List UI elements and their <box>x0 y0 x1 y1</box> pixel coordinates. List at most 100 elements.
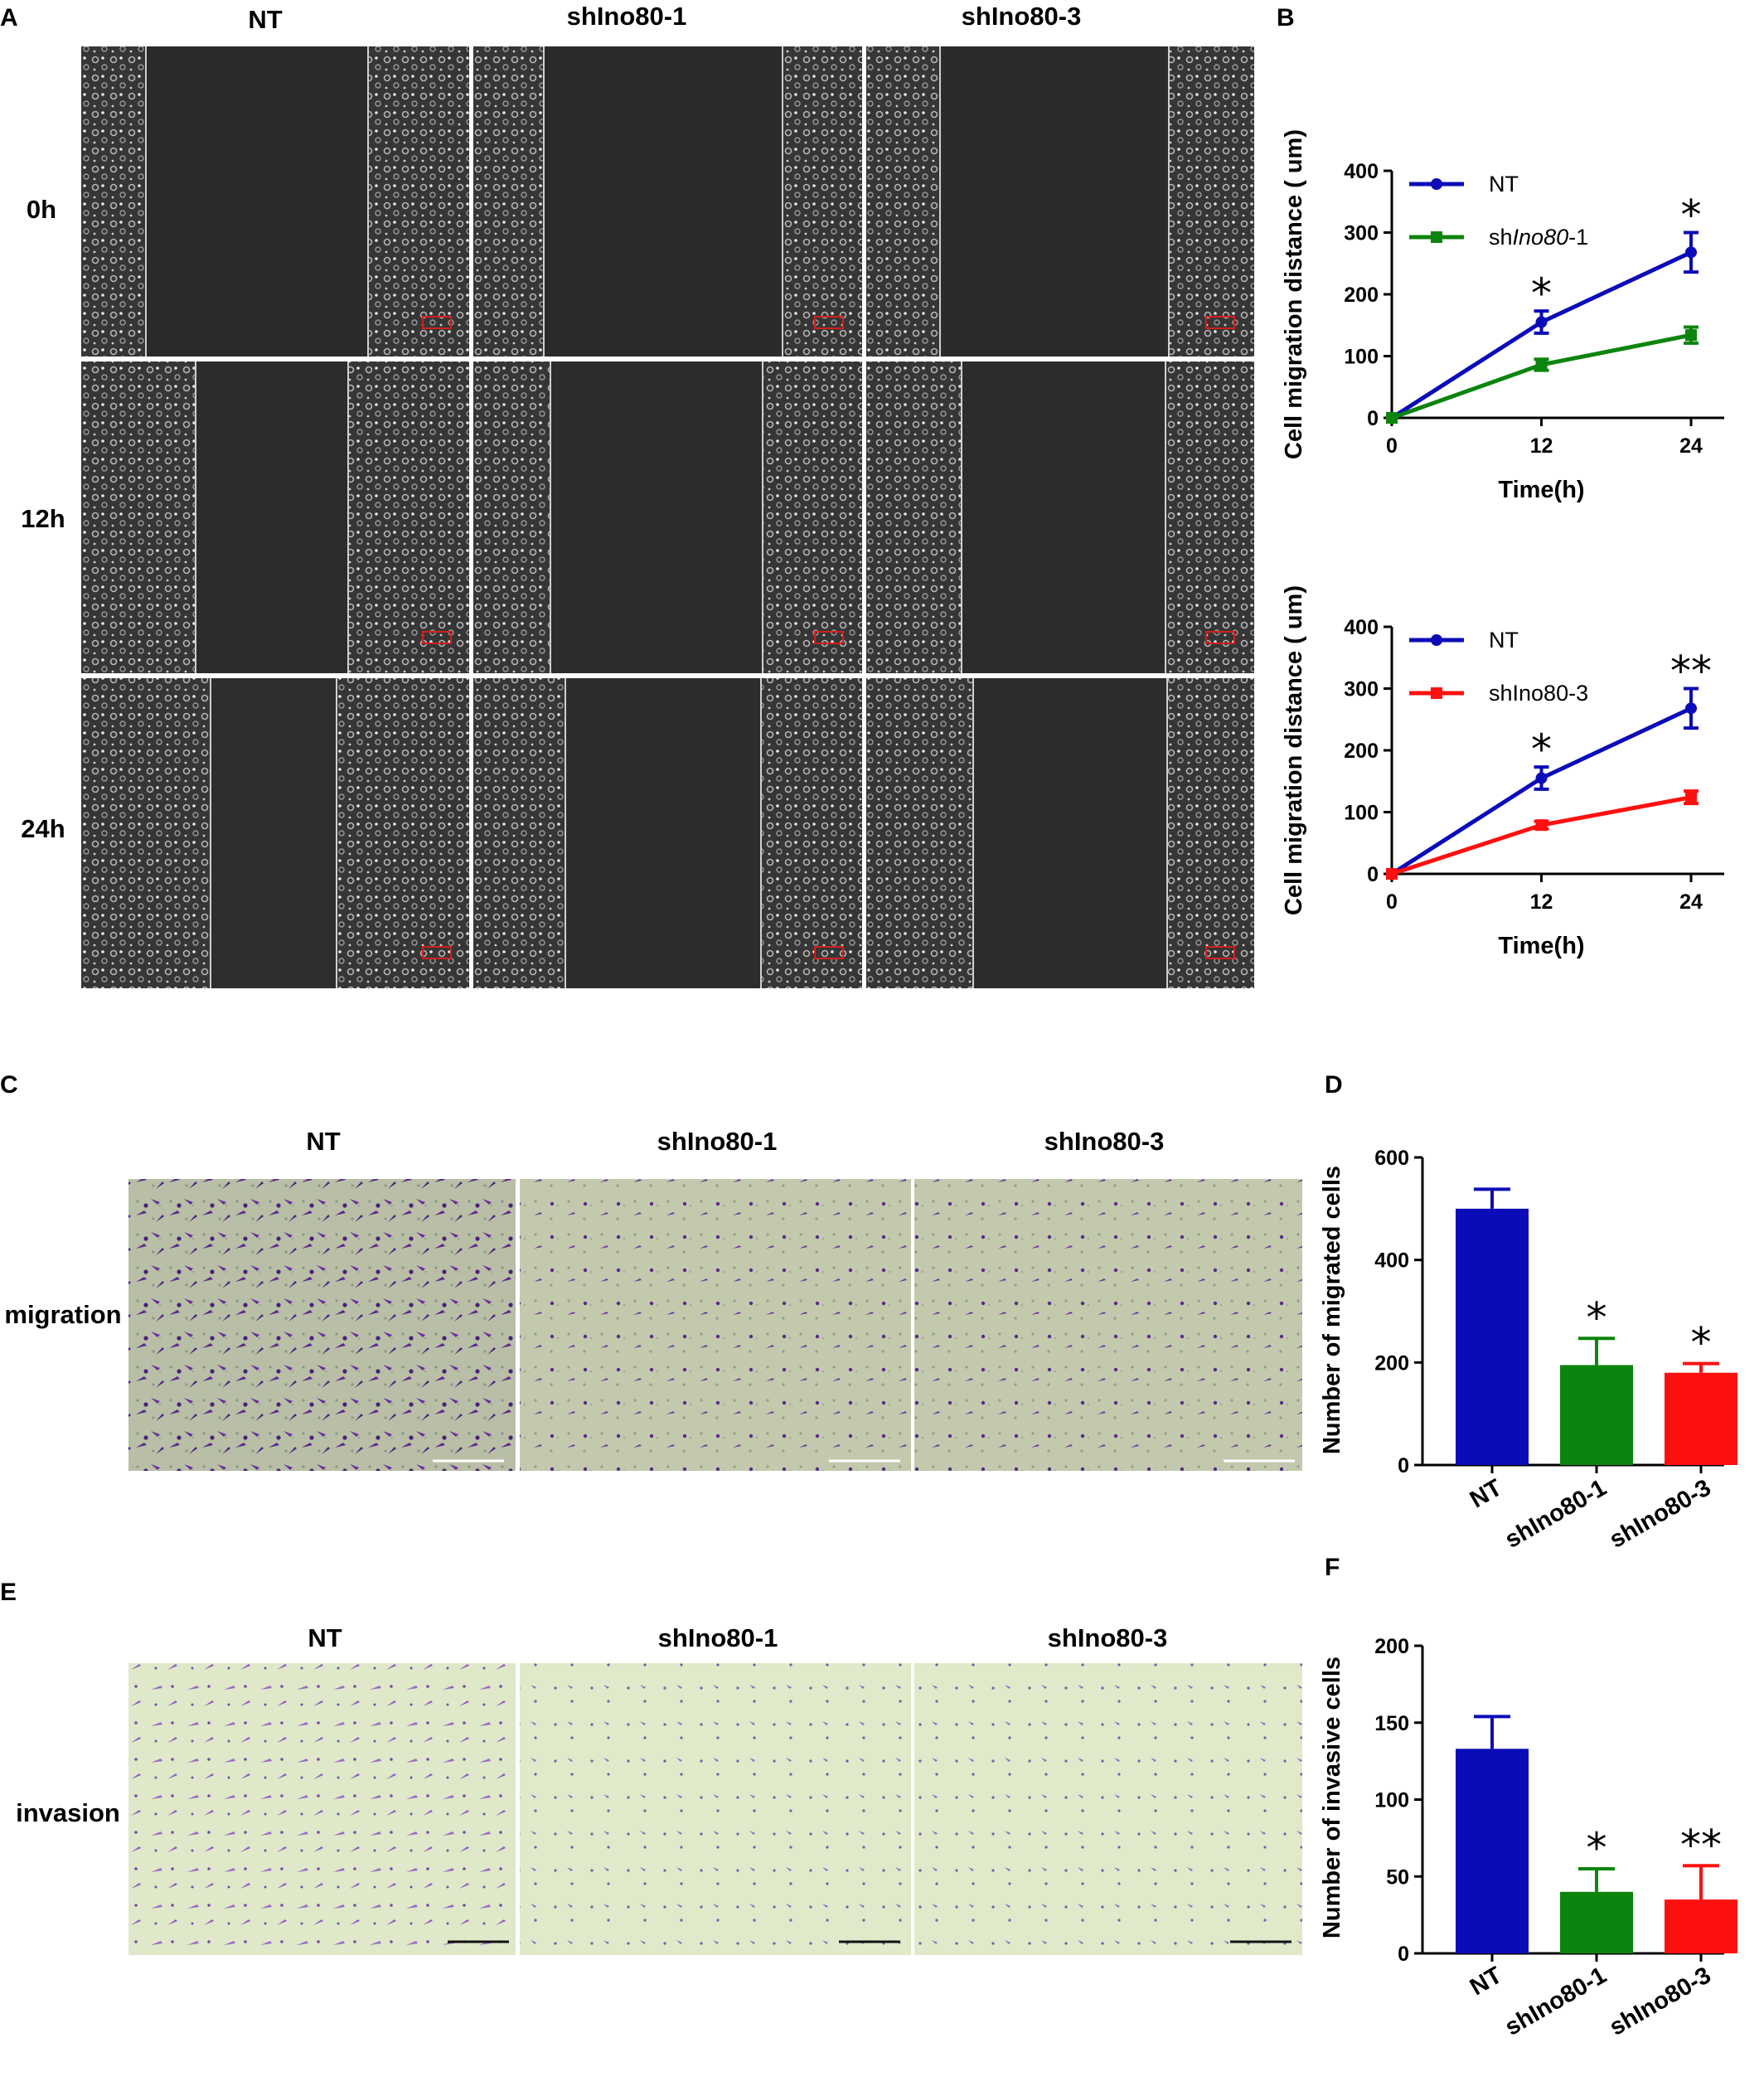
y-tick-label: 100 <box>1344 802 1379 825</box>
y-tick-label: 300 <box>1344 678 1379 701</box>
category-label: shIno80-1 <box>1500 1962 1611 2040</box>
data-point <box>1535 316 1548 328</box>
bar-NT <box>1456 1749 1529 1953</box>
y-tick-label: 200 <box>1344 740 1379 763</box>
x-tick-label: 0 <box>1386 890 1398 914</box>
wound-image-nt-0h <box>81 46 469 357</box>
invasion-image-sh1 <box>520 1663 911 1955</box>
legend-marker <box>1431 634 1442 646</box>
x-tick-label: 0 <box>1386 434 1398 458</box>
a-row-0h: 0h <box>27 195 56 224</box>
wound-image-sh3-0h <box>866 46 1254 357</box>
significance-marker: * <box>1681 192 1702 240</box>
panel-letter-b: B <box>1277 4 1295 32</box>
e-col-nt: NT <box>308 1623 342 1652</box>
c-row-label: migration <box>4 1300 121 1329</box>
y-tick-label: 0 <box>1367 863 1379 886</box>
c-col-sh3: shIno80-3 <box>1044 1127 1165 1156</box>
legend-marker <box>1431 178 1442 190</box>
y-axis-label: Cell migration distance ( um) <box>1281 129 1307 459</box>
c-col-nt: NT <box>306 1127 340 1156</box>
migration-images <box>128 1179 1302 1471</box>
e-col-sh1: shIno80-1 <box>658 1623 778 1652</box>
wound-images <box>81 46 1254 988</box>
y-tick-label: 300 <box>1344 222 1379 245</box>
legend-label: shIno80-3 <box>1489 681 1588 706</box>
wound-image-sh1-0h <box>473 46 862 357</box>
category-label: shIno80-1 <box>1500 1474 1611 1553</box>
e-row-label: invasion <box>16 1798 120 1827</box>
significance-marker: * <box>1691 1319 1712 1367</box>
significance-marker: * <box>1587 1293 1607 1341</box>
y-tick-label: 200 <box>1374 1351 1409 1375</box>
legend-label: shIno80-1 <box>1489 225 1588 250</box>
data-point <box>1386 868 1398 880</box>
data-point <box>1685 702 1697 715</box>
charts: 0 100 200 300 400 0 12 24 Time(h) Cell migration … <box>1281 129 1737 2041</box>
wound-image-sh3-12h <box>866 361 1254 673</box>
data-point <box>1685 329 1697 342</box>
migration-image-nt <box>128 1179 516 1471</box>
wound-image-nt-12h <box>81 361 469 673</box>
panel-letter-a: A <box>0 4 18 32</box>
legend-marker <box>1431 231 1442 243</box>
y-axis-label: Number of migrated cells <box>1319 1166 1345 1454</box>
x-tick-label: 12 <box>1530 434 1553 458</box>
invasion-image-nt <box>128 1663 516 1955</box>
significance-marker: ** <box>1680 1821 1722 1869</box>
legend-label: NT <box>1489 628 1519 653</box>
line-chart-B2: 0 100 200 300 400 0 12 24 Time(h) Cell migration … <box>1281 585 1724 959</box>
data-point <box>1685 246 1697 259</box>
y-axis-label: Number of invasive cells <box>1319 1657 1345 1938</box>
y-tick-label: 600 <box>1374 1147 1409 1170</box>
significance-marker: * <box>1531 269 1552 318</box>
data-point <box>1535 772 1548 784</box>
y-tick-label: 200 <box>1374 1635 1409 1658</box>
a-col-sh3: shIno80-3 <box>962 2 1082 31</box>
category-label: shIno80-3 <box>1605 1962 1715 2040</box>
x-tick-label: 24 <box>1679 434 1703 458</box>
data-point <box>1535 819 1548 832</box>
data-point <box>1535 358 1548 371</box>
wound-image-sh1-12h <box>473 361 862 673</box>
invasion-image-sh3 <box>914 1663 1302 1955</box>
y-tick-label: 100 <box>1374 1789 1409 1812</box>
data-point <box>1685 791 1697 803</box>
legend-label: NT <box>1489 172 1519 196</box>
series-shIno80-1: shIno80-1 <box>1386 225 1699 424</box>
panel-letter-f: F <box>1325 1554 1340 1581</box>
y-tick-label: 0 <box>1367 407 1379 430</box>
legend-marker <box>1431 687 1442 699</box>
a-col-sh1: shIno80-1 <box>567 2 687 31</box>
bar-shIno80-3 <box>1665 1899 1737 1953</box>
y-tick-label: 0 <box>1398 1943 1409 1966</box>
series-NT: NT <box>1386 628 1699 880</box>
category-label: NT <box>1466 1962 1507 2001</box>
a-row-12h: 12h <box>21 504 65 533</box>
y-tick-label: 50 <box>1386 1865 1409 1889</box>
panel-letter-c: C <box>0 1071 18 1099</box>
significance-marker: ** <box>1670 648 1712 696</box>
bar-shIno80-3 <box>1665 1372 1737 1465</box>
wound-image-sh1-24h <box>473 678 862 988</box>
y-tick-label: 400 <box>1344 160 1379 183</box>
y-tick-label: 100 <box>1344 346 1379 369</box>
migration-image-sh1 <box>520 1179 911 1471</box>
a-col-nt: NT <box>248 5 282 34</box>
y-tick-label: 400 <box>1374 1249 1409 1273</box>
significance-marker: * <box>1531 725 1552 774</box>
wound-image-sh3-24h <box>866 678 1254 988</box>
a-scale-bars <box>422 316 1235 959</box>
bar-shIno80-1 <box>1560 1891 1633 1953</box>
y-axis-label: Cell migration distance ( um) <box>1281 585 1307 915</box>
panel-letter-d: D <box>1325 1071 1343 1099</box>
y-tick-label: 150 <box>1374 1712 1409 1735</box>
wound-image-nt-24h <box>81 678 469 988</box>
a-row-24h: 24h <box>21 814 65 843</box>
x-axis-label: Time(h) <box>1498 933 1584 959</box>
y-tick-label: 200 <box>1344 284 1379 307</box>
x-axis-label: Time(h) <box>1498 477 1584 503</box>
